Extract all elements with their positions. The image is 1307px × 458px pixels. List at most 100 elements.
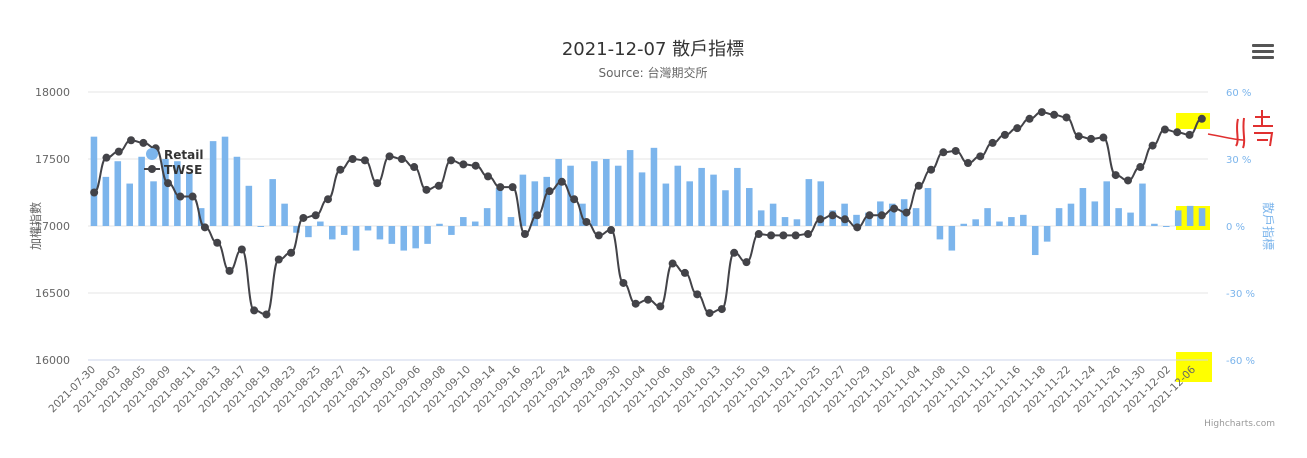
retail-bar[interactable] (1139, 183, 1146, 226)
twse-point[interactable] (397, 155, 406, 163)
retail-bar[interactable] (221, 136, 229, 226)
retail-bar[interactable] (1163, 226, 1170, 227)
retail-bar[interactable] (495, 188, 503, 226)
twse-point[interactable] (1074, 132, 1083, 141)
twse-point[interactable] (1160, 125, 1169, 134)
retail-bar[interactable] (448, 226, 455, 235)
retail-bar[interactable] (1091, 201, 1099, 226)
retail-bar[interactable] (734, 167, 741, 226)
twse-point[interactable] (582, 217, 591, 226)
twse-point[interactable] (102, 153, 111, 162)
twse-point[interactable] (988, 138, 997, 147)
retail-bar[interactable] (1008, 217, 1015, 226)
retail-bar[interactable] (162, 159, 169, 226)
twse-point[interactable] (1173, 128, 1182, 137)
retail-bar[interactable] (126, 183, 133, 226)
twse-point[interactable] (1111, 171, 1120, 180)
twse-point[interactable] (164, 179, 172, 188)
retail-bar[interactable] (102, 176, 110, 226)
twse-point[interactable] (373, 179, 382, 188)
retail-bar[interactable] (471, 221, 479, 226)
retail-bar[interactable] (352, 226, 360, 251)
retail-bar[interactable] (781, 217, 789, 226)
retail-bar[interactable] (1127, 212, 1134, 226)
retail-bar[interactable] (293, 226, 300, 233)
twse-point[interactable] (410, 163, 419, 172)
twse-point[interactable] (1185, 130, 1194, 139)
retail-bar[interactable] (90, 136, 98, 226)
twse-point[interactable] (385, 152, 394, 161)
twse-point[interactable] (680, 268, 689, 277)
retail-bar[interactable] (317, 221, 324, 226)
twse-point[interactable] (127, 136, 136, 145)
retail-bar[interactable] (626, 150, 634, 226)
retail-bar[interactable] (1198, 208, 1206, 226)
twse-point[interactable] (496, 183, 505, 192)
legend-item-twse[interactable]: TWSE (144, 163, 202, 177)
credits-link[interactable]: Highcharts.com (1204, 419, 1275, 429)
retail-bar[interactable] (531, 181, 539, 226)
retail-bar[interactable] (614, 165, 622, 226)
twse-point[interactable] (1050, 110, 1059, 119)
twse-point[interactable] (742, 258, 751, 267)
retail-bar[interactable] (233, 156, 241, 226)
legend-item-retail[interactable]: Retail (146, 148, 203, 162)
twse-point[interactable] (250, 306, 259, 315)
twse-point[interactable] (668, 259, 677, 268)
twse-point[interactable] (939, 148, 948, 157)
twse-point[interactable] (274, 255, 283, 264)
retail-bar[interactable] (197, 208, 205, 226)
twse-point[interactable] (360, 156, 369, 165)
retail-bar[interactable] (1186, 205, 1194, 226)
retail-bar[interactable] (209, 141, 217, 226)
twse-point[interactable] (188, 192, 197, 201)
retail-bar[interactable] (424, 226, 431, 244)
retail-bar[interactable] (924, 188, 932, 226)
twse-point[interactable] (324, 195, 332, 204)
retail-bar[interactable] (1174, 210, 1182, 226)
retail-bar[interactable] (305, 226, 312, 238)
retail-bar[interactable] (638, 172, 646, 226)
retail-bar[interactable] (1020, 214, 1027, 226)
retail-bar[interactable] (555, 159, 562, 226)
twse-point[interactable] (287, 248, 296, 257)
twse-point[interactable] (508, 183, 517, 192)
retail-bar[interactable] (996, 221, 1003, 226)
twse-point[interactable] (348, 155, 357, 163)
retail-bar[interactable] (793, 219, 801, 226)
retail-bar[interactable] (960, 223, 968, 226)
twse-point[interactable] (225, 266, 234, 275)
retail-bar[interactable] (769, 203, 777, 226)
twse-point[interactable] (853, 223, 862, 232)
twse-point[interactable] (927, 165, 936, 174)
twse-point[interactable] (434, 181, 443, 190)
retail-bar[interactable] (686, 181, 693, 226)
retail-bar[interactable] (757, 210, 765, 226)
twse-point[interactable] (311, 211, 320, 220)
twse-point[interactable] (816, 215, 825, 224)
twse-point[interactable] (1037, 108, 1046, 117)
twse-point[interactable] (1136, 163, 1145, 172)
twse-point[interactable] (1025, 114, 1034, 123)
retail-bar[interactable] (591, 161, 598, 226)
retail-bar[interactable] (269, 179, 276, 226)
twse-point[interactable] (693, 290, 702, 299)
twse-point[interactable] (459, 160, 468, 169)
twse-point[interactable] (237, 245, 246, 254)
retail-bar[interactable] (1151, 223, 1158, 226)
twse-point[interactable] (902, 208, 911, 217)
retail-bar[interactable] (1103, 181, 1110, 226)
twse-point[interactable] (865, 211, 874, 220)
twse-point[interactable] (828, 211, 837, 220)
twse-point[interactable] (644, 295, 652, 304)
twse-point[interactable] (754, 230, 763, 239)
retail-bar[interactable] (936, 226, 944, 240)
retail-bar[interactable] (1067, 203, 1075, 226)
retail-bar[interactable] (245, 185, 253, 226)
twse-point[interactable] (533, 211, 542, 220)
twse-point[interactable] (730, 248, 739, 257)
twse-point[interactable] (1099, 133, 1108, 142)
twse-point[interactable] (520, 230, 529, 239)
twse-point[interactable] (594, 231, 603, 240)
retail-bar[interactable] (412, 226, 419, 249)
